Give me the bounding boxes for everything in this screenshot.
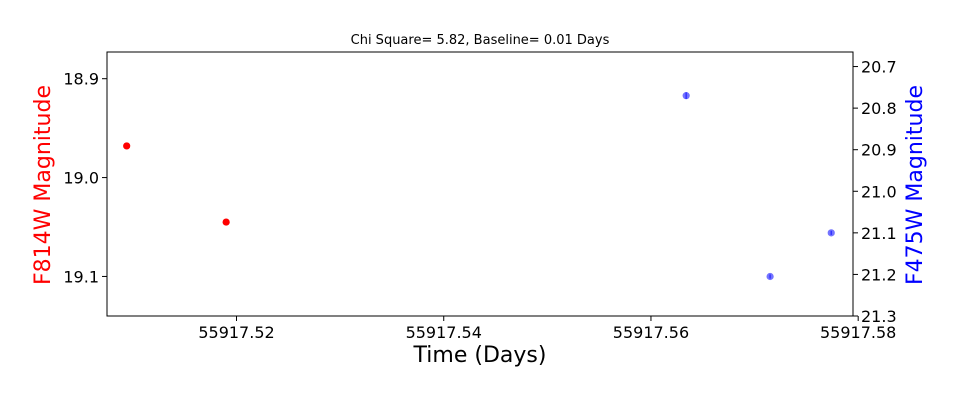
plot-area-frame (106, 51, 854, 317)
data-point (222, 218, 230, 226)
y-right-tick-label: 21.2 (861, 265, 897, 284)
data-points (123, 92, 835, 281)
x-tick-label: 55917.54 (406, 323, 482, 342)
x-tick-label: 55917.56 (613, 323, 689, 342)
y-left-tick-label: 18.9 (63, 70, 99, 89)
data-point (766, 272, 774, 281)
y-right-tick-label: 20.9 (861, 141, 897, 160)
y-right-tick-label: 20.8 (861, 99, 897, 118)
y-right-tick-label: 21.0 (861, 182, 897, 201)
y-right-tick-label: 20.7 (861, 58, 897, 77)
y-axis-right-label: F475W Magnitude (903, 85, 928, 285)
y-left-tick-label: 19.0 (63, 169, 99, 188)
y-left-tick-label: 19.1 (63, 267, 99, 286)
y-right-tick-label: 21.3 (861, 307, 897, 326)
y-axis-right: 20.7 20.8 20.9 21.0 21.1 21.2 21.3 (853, 58, 897, 326)
chart-title: Chi Square= 5.82, Baseline= 0.01 Days (351, 33, 610, 48)
data-point (682, 92, 690, 100)
data-point (827, 229, 835, 237)
data-point (123, 142, 131, 150)
x-tick-label: 55917.52 (198, 323, 274, 342)
y-right-tick-label: 21.1 (861, 224, 897, 243)
x-axis-label: Time (Days) (413, 343, 547, 368)
y-axis-left-label: F814W Magnitude (31, 85, 56, 285)
x-axis: 55917.52 55917.54 55917.56 55917.58 (198, 316, 896, 342)
x-tick-label: 55917.58 (820, 323, 896, 342)
y-axis-left: 18.9 19.0 19.1 (63, 70, 107, 286)
